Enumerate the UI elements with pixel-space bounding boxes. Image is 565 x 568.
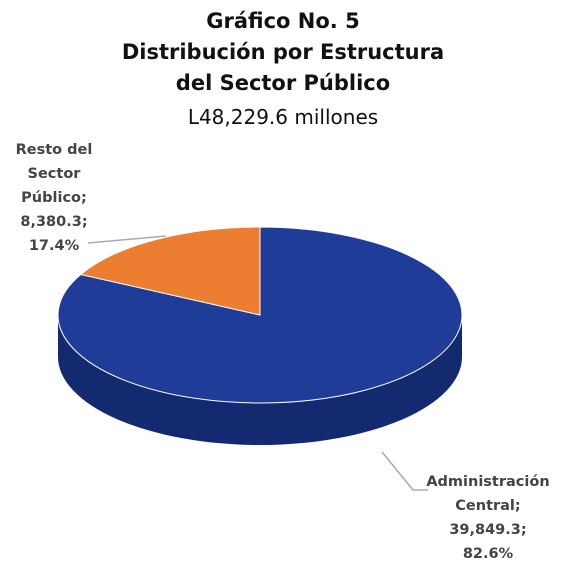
category-label: Resto del Sector Público bbox=[15, 142, 93, 206]
value-label: 39,849.3 bbox=[449, 522, 521, 538]
slice-side bbox=[58, 315, 462, 445]
separator: ; bbox=[520, 522, 527, 538]
slice bbox=[79, 226, 261, 316]
data-label: Resto del Sector Público; 8,380.3; 17.4% bbox=[0, 138, 108, 258]
separator: ; bbox=[514, 498, 521, 514]
separator: ; bbox=[81, 214, 88, 230]
separator: ; bbox=[81, 190, 87, 206]
percent-label: 17.4% bbox=[28, 238, 80, 254]
category-label: Administración Central bbox=[426, 474, 550, 514]
data-label: Administración Central; 39,849.3; 82.6% bbox=[418, 470, 558, 566]
chart-title: Gráfico No. 5 bbox=[206, 9, 360, 33]
total-label: L48,229.6 millones bbox=[187, 105, 379, 129]
chart-subtitle: Distribución por Estructura del Sector P… bbox=[121, 40, 445, 95]
leader-line bbox=[381, 451, 428, 491]
value-label: 8,380.3 bbox=[20, 214, 82, 230]
percent-label: 82.6% bbox=[462, 546, 514, 562]
leader-line bbox=[87, 235, 167, 244]
